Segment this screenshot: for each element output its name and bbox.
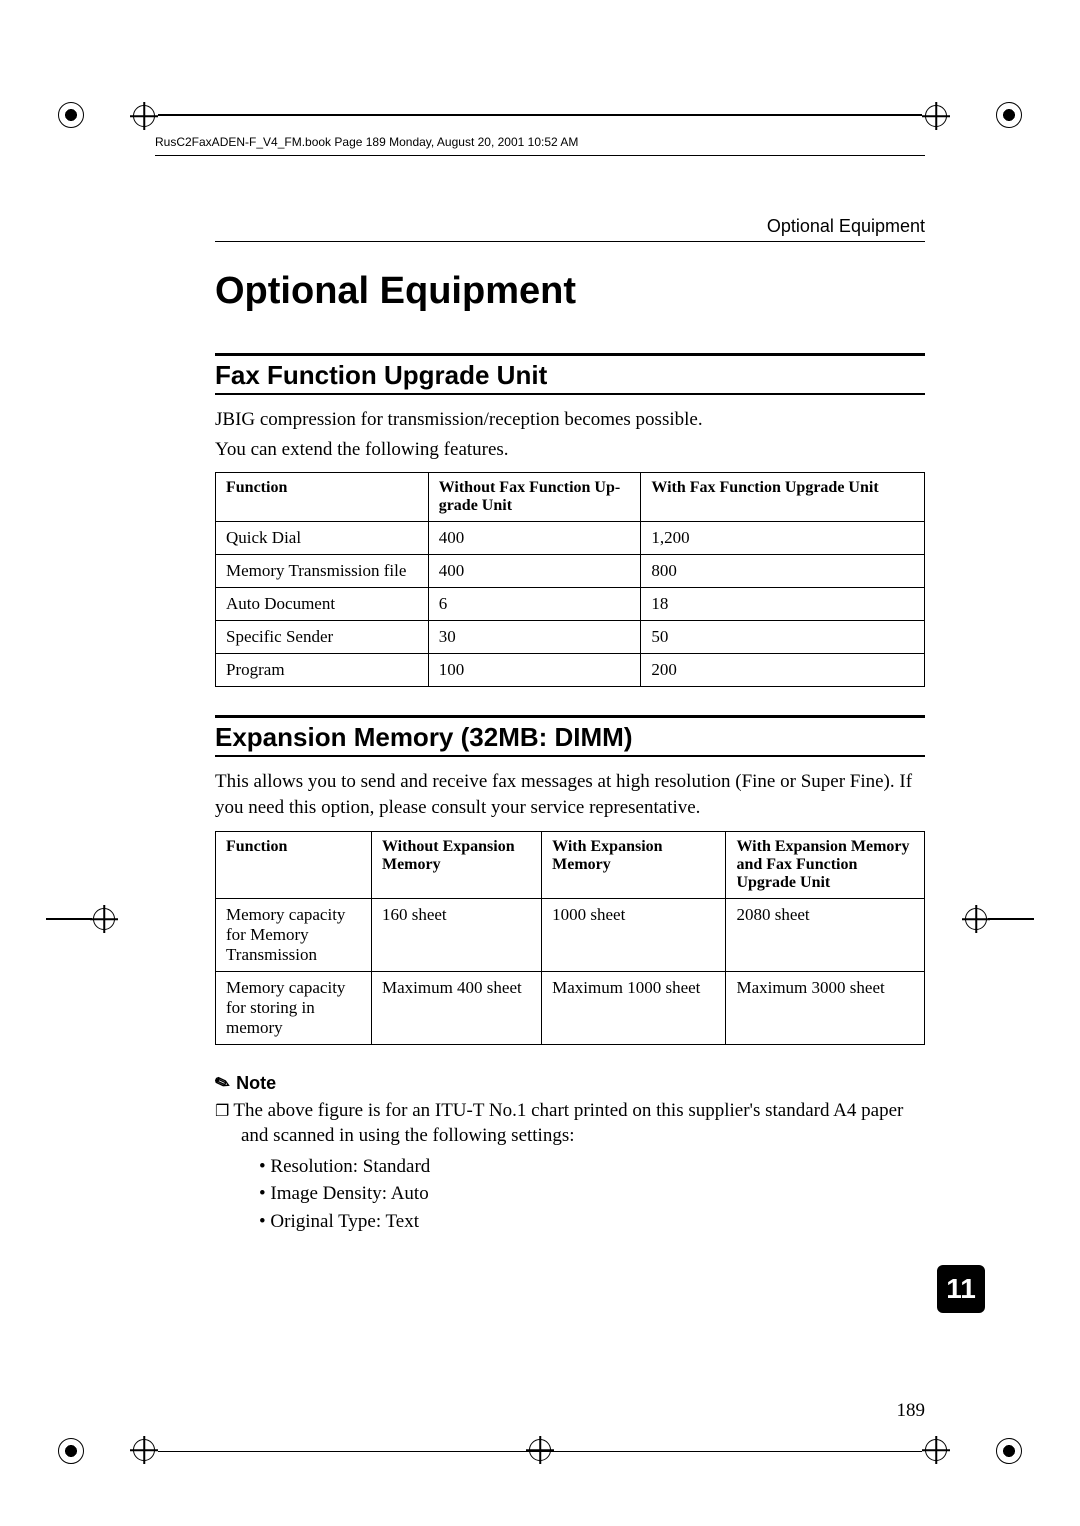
- page-title: Optional Equipment: [215, 270, 925, 313]
- bullet-item: Resolution: Standard: [259, 1153, 925, 1181]
- section2-heading: Expansion Memory (32MB: DIMM): [215, 722, 925, 753]
- table-cell: 800: [641, 555, 925, 588]
- reg-mark: [922, 1436, 950, 1464]
- section1-table: FunctionWithout Fax Function Up- grade U…: [215, 472, 925, 687]
- crop-corner-tr: [996, 102, 1022, 128]
- chapter-tab: 11: [937, 1265, 985, 1313]
- table-cell: Memory capacity for Memory Transmission: [216, 898, 372, 971]
- section1-p1: JBIG compression for transmission/recept…: [215, 407, 925, 433]
- note-bullets: Resolution: Standard Image Density: Auto…: [215, 1153, 925, 1236]
- book-header-rule: [155, 155, 925, 156]
- bullet-item: Original Type: Text: [259, 1208, 925, 1236]
- note-heading: ✎ Note: [215, 1073, 925, 1094]
- table-cell: 30: [428, 621, 641, 654]
- table-row: Memory Transmission file400800: [216, 555, 925, 588]
- table-cell: 400: [428, 555, 641, 588]
- table-cell: 160 sheet: [371, 898, 541, 971]
- table-row: Program100200: [216, 654, 925, 687]
- table-cell: Specific Sender: [216, 621, 429, 654]
- running-head-rule: [215, 241, 925, 242]
- crop-corner-tl: [58, 102, 84, 128]
- page-number: 189: [897, 1400, 926, 1422]
- table-cell: 1000 sheet: [542, 898, 726, 971]
- table-cell: Maximum 1000 sheet: [542, 971, 726, 1044]
- table-cell: 400: [428, 522, 641, 555]
- book-header: RusC2FaxADEN-F_V4_FM.book Page 189 Monda…: [155, 125, 925, 155]
- table-cell: 200: [641, 654, 925, 687]
- table-cell: Program: [216, 654, 429, 687]
- table-header: With Fax Function Upgrade Unit: [641, 473, 925, 522]
- table-row: Specific Sender3050: [216, 621, 925, 654]
- table-cell: Maximum 400 sheet: [371, 971, 541, 1044]
- crop-corner-bl: [58, 1438, 84, 1464]
- table-header: Without Expansion Memory: [371, 831, 541, 898]
- section1-heading: Fax Function Upgrade Unit: [215, 360, 925, 391]
- table-header: Function: [216, 831, 372, 898]
- table-cell: 50: [641, 621, 925, 654]
- table-header: Function: [216, 473, 429, 522]
- page-frame: RusC2FaxADEN-F_V4_FM.book Page 189 Monda…: [155, 125, 925, 1436]
- reg-mark: [130, 102, 158, 130]
- running-head: Optional Equipment: [215, 216, 925, 237]
- table-row: Quick Dial4001,200: [216, 522, 925, 555]
- crop-line: [158, 1451, 922, 1453]
- table-row: Auto Document618: [216, 588, 925, 621]
- table-cell: 18: [641, 588, 925, 621]
- note-item: The above figure is for an ITU-T No.1 ch…: [215, 1098, 925, 1149]
- reg-mark: [130, 1436, 158, 1464]
- table-cell: 1,200: [641, 522, 925, 555]
- table-cell: 100: [428, 654, 641, 687]
- table-header: With Expansion Memory: [542, 831, 726, 898]
- table-cell: Memory Transmission file: [216, 555, 429, 588]
- bullet-item: Image Density: Auto: [259, 1180, 925, 1208]
- table-cell: 2080 sheet: [726, 898, 925, 971]
- pencil-icon: ✎: [212, 1071, 233, 1096]
- table-cell: 6: [428, 588, 641, 621]
- crop-corner-br: [996, 1438, 1022, 1464]
- crop-line: [46, 918, 92, 920]
- table-cell: Auto Document: [216, 588, 429, 621]
- reg-mark: [90, 905, 118, 933]
- section2-p1: This allows you to send and receive fax …: [215, 769, 925, 820]
- section1-p2: You can extend the following features.: [215, 437, 925, 463]
- section-rule: [215, 755, 925, 757]
- crop-line: [988, 918, 1034, 920]
- table-header: Without Fax Function Up- grade Unit: [428, 473, 641, 522]
- content-area: Optional Equipment Optional Equipment Fa…: [155, 216, 925, 1235]
- note-list: The above figure is for an ITU-T No.1 ch…: [215, 1098, 925, 1149]
- reg-mark: [922, 102, 950, 130]
- reg-mark: [962, 905, 990, 933]
- table-cell: Maximum 3000 sheet: [726, 971, 925, 1044]
- section-rule: [215, 393, 925, 395]
- note-label: Note: [236, 1073, 276, 1094]
- table-row: Memory capacity for Memory Transmission1…: [216, 898, 925, 971]
- table-cell: Quick Dial: [216, 522, 429, 555]
- section-rule: [215, 715, 925, 718]
- table-header: With Expansion Memory and Fax Function U…: [726, 831, 925, 898]
- section-rule: [215, 353, 925, 356]
- crop-line: [158, 114, 922, 116]
- table-row: Memory capacity for storing in memoryMax…: [216, 971, 925, 1044]
- section2-table: FunctionWithout Expansion MemoryWith Exp…: [215, 831, 925, 1045]
- table-cell: Memory capacity for storing in memory: [216, 971, 372, 1044]
